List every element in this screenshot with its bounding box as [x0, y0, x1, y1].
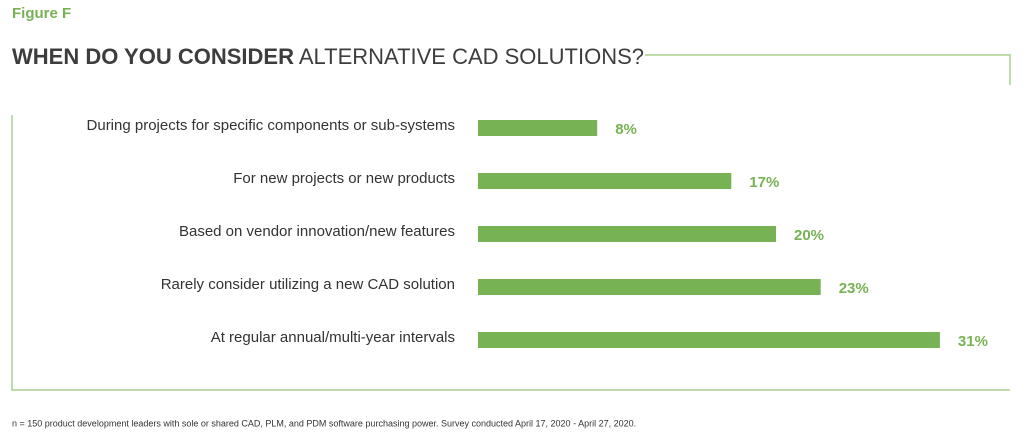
category-label: For new projects or new products [233, 170, 455, 187]
category-label: During projects for specific components … [87, 117, 455, 134]
bar [478, 173, 732, 189]
category-label: At regular annual/multi-year intervals [211, 329, 455, 346]
footnote: n = 150 product development leaders with… [12, 418, 636, 428]
value-label: 31% [958, 333, 988, 350]
bar [478, 279, 821, 295]
bar [478, 226, 776, 242]
category-label: Based on vendor innovation/new features [179, 223, 455, 240]
category-label: Rarely consider utilizing a new CAD solu… [161, 276, 455, 293]
value-label: 8% [615, 121, 637, 138]
bar [478, 120, 598, 136]
value-label: 23% [839, 280, 869, 297]
chart-title: WHEN DO YOU CONSIDER ALTERNATIVE CAD SOL… [12, 44, 644, 69]
figure-label: Figure F [12, 5, 71, 22]
title-rest: ALTERNATIVE CAD SOLUTIONS? [299, 44, 644, 69]
title-bold: WHEN DO YOU CONSIDER [12, 44, 294, 69]
value-label: 20% [794, 227, 824, 244]
frame-bottom [11, 115, 1010, 391]
frame-top [645, 54, 1011, 85]
value-label: 17% [749, 174, 779, 191]
bar [478, 332, 940, 348]
